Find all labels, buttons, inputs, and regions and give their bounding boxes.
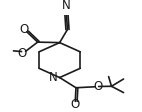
Text: O: O [17,47,27,60]
Text: O: O [94,80,103,93]
Text: O: O [70,98,79,111]
Text: O: O [20,23,29,36]
Text: N: N [49,71,58,84]
Text: N: N [62,0,71,12]
